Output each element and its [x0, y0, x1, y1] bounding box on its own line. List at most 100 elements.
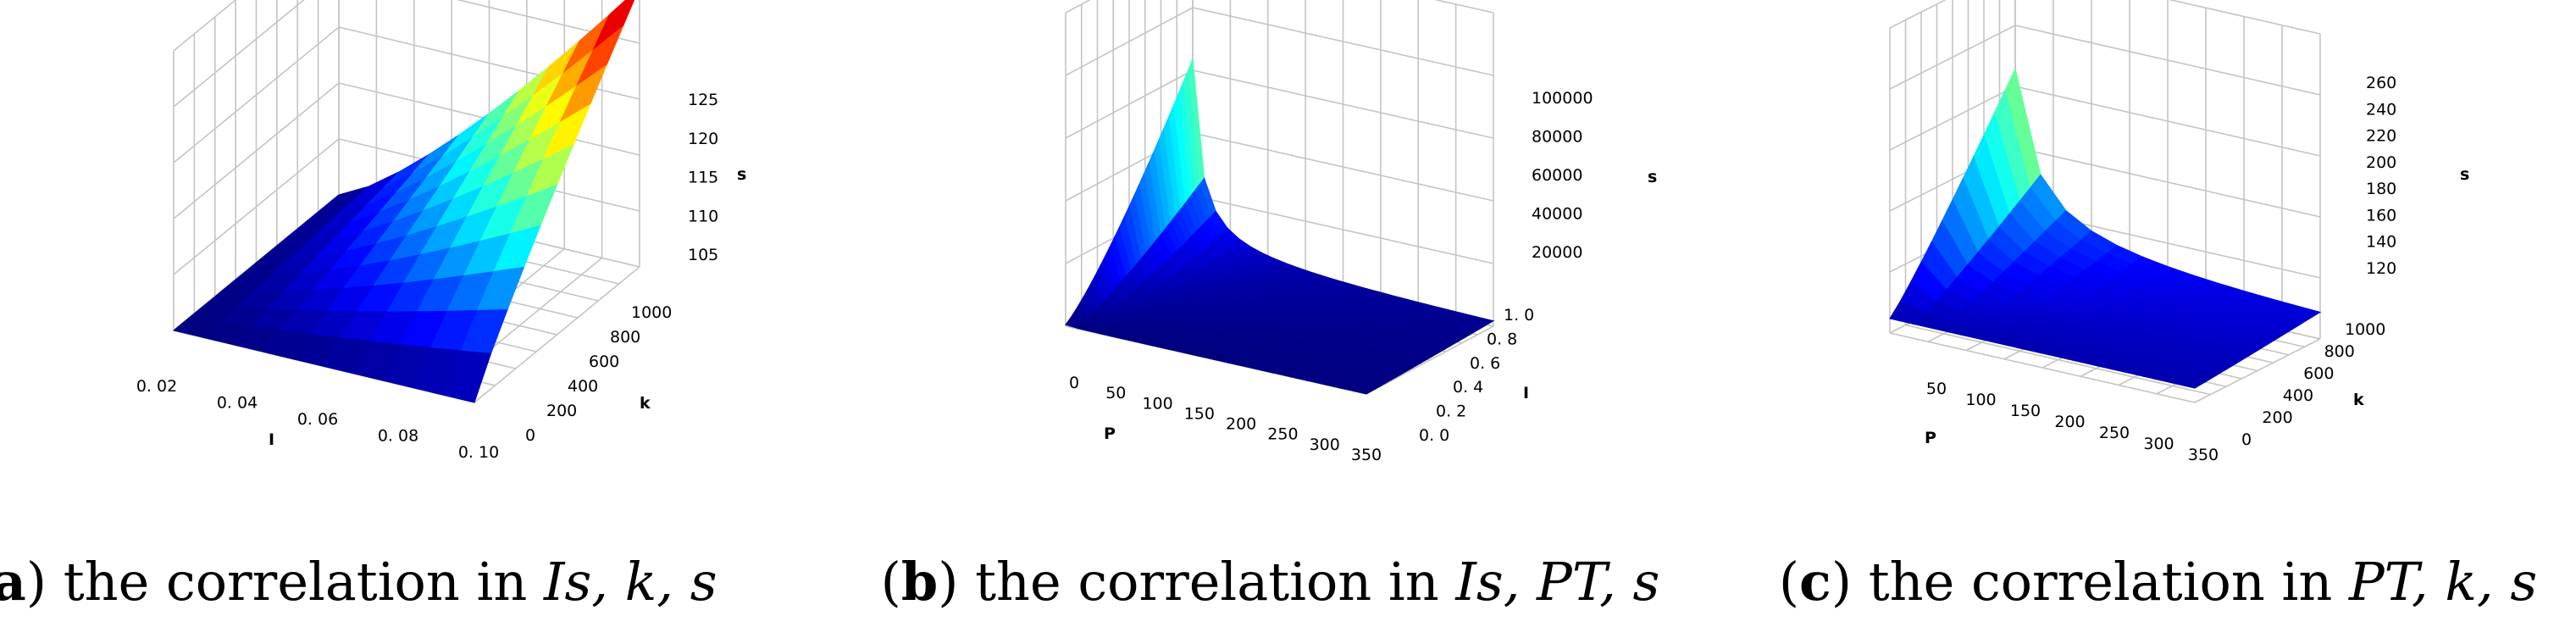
x-axis-label: P	[1925, 429, 1936, 447]
x-tick-label: 50	[1926, 380, 1947, 398]
y-tick-label: 600	[589, 352, 619, 371]
y-tick-label: 1000	[2345, 320, 2385, 339]
gridline	[1889, 0, 2321, 35]
z-tick-label: 220	[2366, 127, 2396, 146]
caption-vars-c: PT, k, s	[2348, 551, 2538, 613]
x-tick-label: 0	[1069, 374, 1079, 392]
caption-b: (b) the correlation in Is, PT, s	[880, 551, 1660, 613]
x-tick-label: 0. 02	[136, 377, 177, 396]
z-tick-label: 105	[688, 246, 718, 264]
y-axis-label: k	[2353, 391, 2364, 409]
gridline	[1889, 86, 2321, 157]
z-tick-label: 260	[2366, 74, 2396, 92]
x-tick-label: 350	[1351, 446, 1382, 464]
z-tick-label: 240	[2366, 100, 2396, 119]
z-tick-label: 180	[2366, 180, 2396, 198]
z-axis-label: s	[1648, 168, 1657, 186]
panel-b: 0 50 100 150 200 250 300 350 0. 0 0. 2 0. 4 0. 6 0. …	[858, 0, 1716, 638]
gridline	[1366, 325, 1494, 395]
x-axis-label: I	[269, 430, 274, 449]
y-tick-label: 0. 6	[1470, 354, 1500, 373]
ticks-b: 0 50 100 150 200 250 300 350 0. 0 0. 2 0. 4 0. 6 0. …	[1069, 89, 1657, 464]
caption-vars-b: Is, PT, s	[1455, 551, 1660, 613]
gridline	[474, 266, 640, 403]
y-tick-label: 200	[2262, 408, 2292, 427]
z-tick-label: 120	[688, 130, 718, 148]
gridline	[173, 0, 640, 108]
z-tick-label: 20000	[1532, 243, 1582, 262]
z-tick-label: 160	[2366, 206, 2396, 225]
gridline	[1889, 25, 2321, 96]
y-tick-label: 400	[2283, 386, 2313, 405]
x-tick-label: 350	[2188, 446, 2219, 464]
x-tick-label: 0. 04	[217, 394, 258, 413]
y-tick-label: 1. 0	[1504, 306, 1534, 325]
surface-plot-b: 0 50 100 150 200 250 300 350 0. 0 0. 2 0. 4 0. 6 0. …	[1065, 0, 1657, 464]
surface-plot-c: 50 100 150 200 250 300 350 0 200 400 600 800 1000 120…	[1889, 0, 2469, 464]
caption-a: (a) the correlation in Is, k, s	[0, 551, 773, 613]
x-tick-label: 300	[1310, 436, 1340, 454]
ticks-c: 50 100 150 200 250 300 350 0 200 400 600 800 1000 120…	[1925, 74, 2469, 464]
surface-patch	[1353, 388, 1373, 395]
x-tick-label: 0. 06	[297, 410, 338, 429]
z-tick-label: 110	[688, 207, 718, 225]
z-tick-label: 140	[2366, 233, 2396, 252]
ticks-a: 0. 02 0. 04 0. 06 0. 08 0. 10 0 200 400 600 800 10…	[136, 91, 746, 462]
z-tick-label: 120	[2366, 259, 2396, 278]
surface-plot-a: 0. 02 0. 04 0. 06 0. 08 0. 10 0 200 400 600 800 10…	[136, 0, 746, 462]
x-tick-label: 150	[2010, 402, 2041, 420]
z-axis-label: s	[737, 165, 746, 184]
surface-a	[172, 0, 635, 403]
y-tick-label: 200	[546, 402, 577, 420]
x-tick-label: 200	[2054, 413, 2085, 431]
caption-c: (c) the correlation in PT, k, s	[1778, 551, 2538, 613]
x-tick-label: 50	[1105, 384, 1126, 402]
y-tick-label: 1000	[631, 303, 672, 322]
x-tick-label: 200	[1226, 415, 1256, 434]
z-tick-label: 115	[688, 169, 718, 187]
gridline	[2194, 338, 2321, 403]
z-tick-label: 80000	[1532, 128, 1582, 147]
caption-text-b: the correlation in	[975, 551, 1439, 613]
panel-c: 50 100 150 200 250 300 350 0 200 400 600 800 1000 120…	[1716, 0, 2574, 638]
y-tick-label: 0	[525, 426, 535, 445]
x-tick-label: 100	[1142, 394, 1172, 413]
x-tick-label: 300	[2143, 435, 2174, 453]
caption-letter-c: c	[1799, 551, 1831, 613]
x-tick-label: 100	[1965, 391, 1996, 409]
z-tick-label: 100000	[1532, 89, 1593, 108]
y-tick-label: 0. 2	[1436, 402, 1466, 421]
y-axis-label: k	[640, 394, 651, 413]
z-tick-label: 125	[688, 91, 718, 109]
y-tick-label: 0	[2241, 430, 2252, 449]
x-tick-label: 250	[2099, 424, 2130, 442]
caption-vars-a: Is, k, s	[544, 551, 717, 613]
z-tick-label: 60000	[1532, 166, 1582, 185]
surface-patch	[2168, 375, 2207, 389]
gridline	[1065, 7, 1494, 76]
caption-text-c: the correlation in	[1868, 551, 2333, 613]
gridline	[173, 0, 237, 52]
y-tick-label: 0. 0	[1419, 426, 1449, 445]
surface-b	[1065, 58, 1495, 395]
y-axis-label: I	[1523, 384, 1529, 402]
x-tick-label: 150	[1184, 404, 1215, 423]
y-tick-label: 800	[610, 328, 640, 347]
y-tick-label: 0. 4	[1453, 378, 1483, 397]
caption-text-a: the correlation in	[63, 551, 528, 613]
caption-letter-a: a	[0, 551, 26, 613]
caption-letter-b: b	[900, 551, 939, 613]
panel-a: 0. 02 0. 04 0. 06 0. 08 0. 10 0 200 400 600 800 10…	[0, 0, 858, 638]
z-tick-label: 40000	[1532, 205, 1582, 224]
surface-patch	[443, 350, 492, 403]
x-tick-label: 0. 10	[458, 443, 499, 462]
x-tick-label: 0. 08	[378, 427, 418, 446]
z-axis-label: s	[2460, 165, 2469, 184]
y-tick-label: 0. 8	[1487, 330, 1517, 348]
y-tick-label: 600	[2303, 364, 2334, 383]
y-tick-label: 800	[2324, 342, 2355, 361]
z-tick-label: 200	[2366, 153, 2396, 172]
x-axis-label: P	[1104, 424, 1116, 443]
y-tick-label: 400	[568, 377, 598, 396]
surface-c	[1889, 67, 2322, 389]
